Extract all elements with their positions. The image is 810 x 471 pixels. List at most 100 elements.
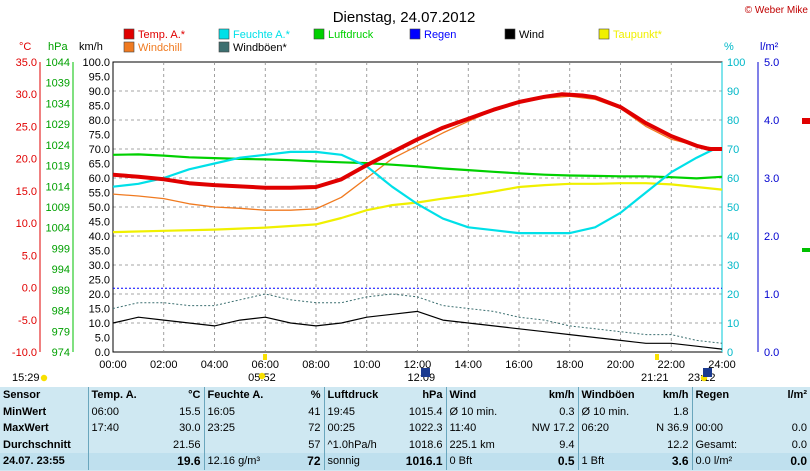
table-cell: 15.5 — [179, 405, 201, 418]
sun-event-label: 15:29 — [12, 372, 40, 384]
legend-label: Wind — [519, 29, 544, 41]
table-cell: 3.6 — [642, 453, 692, 470]
temp-tick-label: 10.0 — [16, 218, 37, 230]
table-cell: 0.0 l/m² — [691, 453, 756, 470]
edge-marker — [802, 248, 810, 252]
table-cell: 1022.3 — [408, 422, 443, 435]
table-cell: Ø 10 min. — [577, 403, 642, 420]
table-cell: Ø 10 min. — [445, 403, 510, 420]
x-tick-label: 06:00 — [251, 359, 279, 371]
pressure-tick-label: 979 — [52, 326, 70, 338]
sun-marker-icon — [263, 354, 267, 360]
humidity-tick-label: 100 — [727, 57, 745, 69]
moon-icon — [703, 368, 712, 377]
table-cell: km/h — [548, 389, 575, 402]
temp-tick-label: -5.0 — [18, 315, 37, 327]
table-cell — [577, 436, 642, 453]
table-cell: 1.8 — [673, 405, 689, 418]
table-cell: 12.2 — [667, 438, 689, 451]
table-cell: NW 17.2 — [531, 422, 575, 435]
pressure-tick-label: 1004 — [46, 223, 70, 235]
chart-legend: Temp. A.* Feuchte A.* Luftdruck Regen Wind Ta… — [123, 28, 663, 54]
table-cell: MinWert — [3, 405, 47, 418]
legend-swatch — [218, 28, 230, 40]
table-cell: 19:45 — [323, 403, 392, 420]
temp-tick-label: 15.0 — [16, 186, 37, 198]
x-tick-label: 10:00 — [353, 359, 381, 371]
wind-tick-label: 45.0 — [89, 217, 110, 229]
x-tick-label: 16:00 — [505, 359, 533, 371]
legend-label: Windböen* — [233, 42, 288, 54]
table-cell: hPa — [422, 389, 443, 402]
weather-chart: 35.0 30.0 25.0 20.0 15.0 10.0 5.0 0.0 -5.0 -10.0 1… — [12, 5, 810, 384]
table-row: 24.07. 23:55 19.6 12.16 g/m³ 72 sonnig 1016.1… — [0, 453, 810, 470]
legend-label: Feuchte A.* — [233, 29, 291, 41]
x-tick-label: 14:00 — [454, 359, 482, 371]
table-row: Durchschnitt 21.56 57 ^1.0hPa/h 1018.6 225.1 … — [0, 436, 810, 453]
table-cell: 225.1 km — [445, 436, 510, 453]
pressure-tick-label: 1044 — [46, 57, 70, 69]
temp-tick-label: 35.0 — [16, 57, 37, 69]
table-cell: Feuchte A. — [203, 387, 276, 404]
chart-axes: 35.0 30.0 25.0 20.0 15.0 10.0 5.0 0.0 -5.0 -10.0 1… — [12, 57, 779, 371]
wind-tick-label: 15.0 — [89, 304, 110, 316]
legend-swatch — [409, 28, 421, 40]
temp-tick-label: -10.0 — [12, 347, 37, 359]
table-cell — [203, 436, 276, 453]
temp-tick-label: 0.0 — [22, 283, 37, 295]
x-tick-label: 04:00 — [201, 359, 229, 371]
humidity-unit: % — [724, 41, 734, 53]
table-cell: 72 — [308, 422, 321, 435]
table-cell: N 36.9 — [656, 422, 689, 435]
wind-tick-label: 10.0 — [89, 318, 110, 330]
temp-unit: °C — [19, 41, 31, 53]
table-cell: 0.0 — [791, 438, 807, 451]
chart-title: Dienstag, 24.07.2012 — [333, 9, 476, 26]
wind-tick-label: 95.0 — [89, 72, 110, 84]
series-line-windb-en — [112, 293, 723, 344]
rain-tick-label: 0.0 — [764, 347, 779, 359]
humidity-tick-label: 30 — [727, 260, 739, 272]
legend-swatch — [218, 41, 230, 53]
wind-tick-label: 50.0 — [89, 202, 110, 214]
pressure-tick-label: 994 — [52, 264, 70, 276]
legend-label: Temp. A.* — [138, 29, 186, 41]
legend-label: Taupunkt* — [613, 29, 663, 41]
x-tick-label: 00:00 — [99, 359, 127, 371]
wind-tick-label: 90.0 — [89, 86, 110, 98]
credit-label: © Weber Mike — [745, 5, 809, 16]
rain-tick-label: 1.0 — [764, 289, 779, 301]
humidity-tick-label: 90 — [727, 86, 739, 98]
pressure-tick-label: 989 — [52, 285, 70, 297]
table-header-row: Sensor Temp. A. °C Feuchte A.% Luftdruck hPa W… — [0, 387, 810, 404]
wind-tick-label: 30.0 — [89, 260, 110, 272]
table-cell: 1015.4 — [408, 405, 443, 418]
table-cell: 19.6 — [150, 453, 204, 470]
wind-tick-label: 100.0 — [82, 57, 110, 69]
table-cell — [87, 453, 150, 470]
pressure-tick-label: 1034 — [46, 98, 70, 110]
table-cell: 17:40 — [87, 420, 150, 437]
table-cell: 9.4 — [559, 438, 575, 451]
wind-tick-label: 75.0 — [89, 130, 110, 142]
table-cell: MaxWert — [3, 422, 49, 435]
legend-swatch — [123, 28, 135, 40]
sun-icon — [40, 374, 48, 382]
table-cell: 0 Bft — [445, 453, 510, 470]
sun-marker-icon — [655, 354, 659, 360]
moon-icon — [421, 368, 430, 377]
temp-tick-label: 20.0 — [16, 154, 37, 166]
wind-tick-label: 0.0 — [95, 347, 110, 359]
table-cell: 30.0 — [179, 422, 201, 435]
wind-tick-label: 65.0 — [89, 159, 110, 171]
pressure-tick-label: 1009 — [46, 202, 70, 214]
series-line-temp-a — [112, 92, 722, 190]
statistics-table: Sensor Temp. A. °C Feuchte A.% Luftdruck hPa W… — [0, 387, 810, 471]
humidity-tick-label: 70 — [727, 144, 739, 156]
table-cell: Gesamt: — [691, 436, 756, 453]
humidity-tick-label: 20 — [727, 289, 739, 301]
table-cell: 0.3 — [559, 405, 575, 418]
temp-tick-label: 30.0 — [16, 89, 37, 101]
pressure-tick-label: 1039 — [46, 78, 70, 90]
wind-tick-label: 35.0 — [89, 246, 110, 258]
